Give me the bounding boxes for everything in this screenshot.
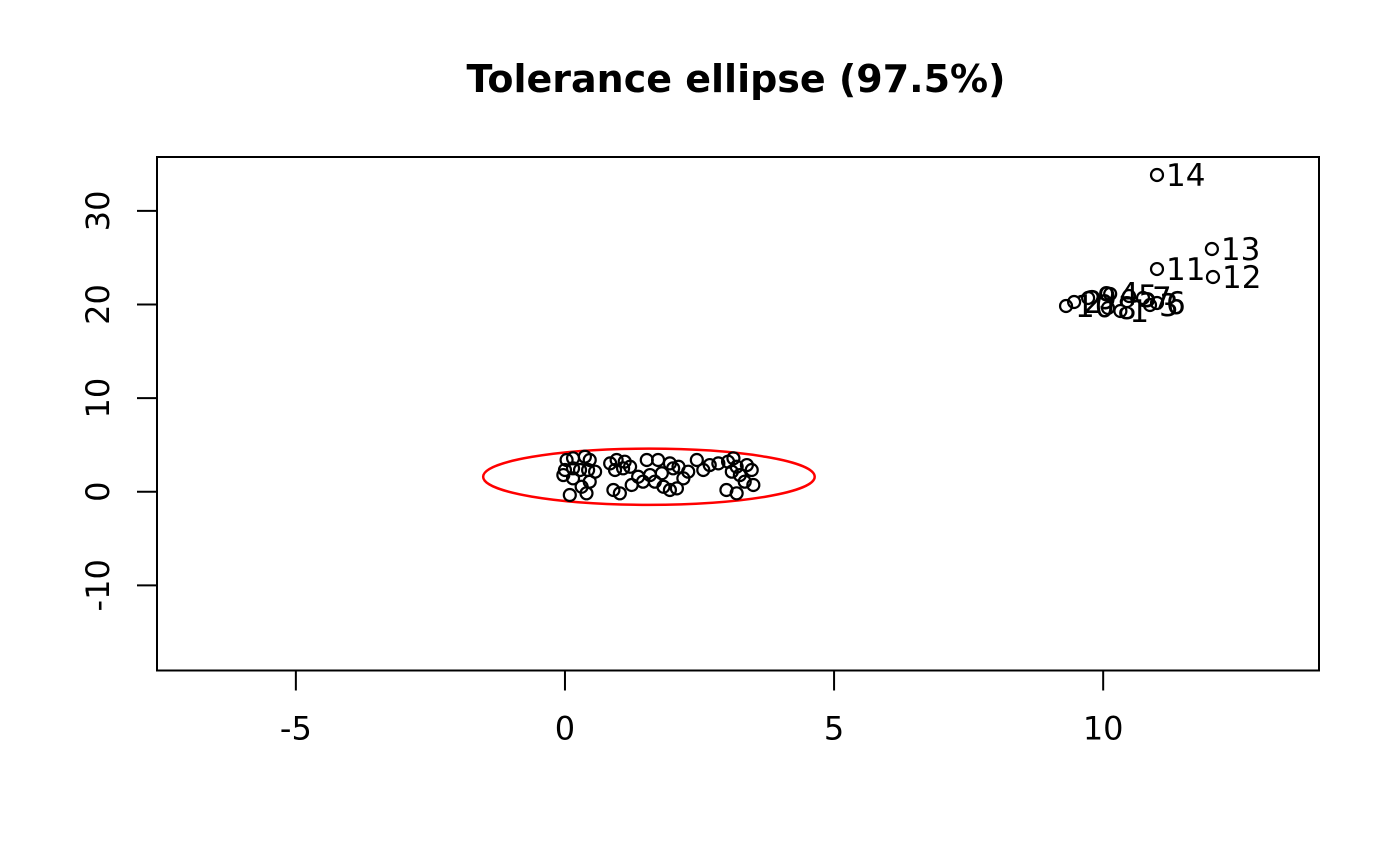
x-tick-label: -5 bbox=[280, 710, 312, 748]
tolerance-ellipse bbox=[481, 447, 816, 507]
axes-layer: -5 0 5 10 -10 0 10 20 30 bbox=[79, 191, 1124, 748]
data-points-layer bbox=[556, 449, 761, 503]
data-point bbox=[724, 464, 739, 479]
outlier-point bbox=[1067, 294, 1082, 310]
outlier-label: 12 bbox=[1222, 260, 1261, 296]
data-point bbox=[669, 481, 685, 496]
data-point bbox=[562, 487, 577, 503]
data-point bbox=[615, 461, 631, 476]
x-tick-label: 0 bbox=[555, 710, 575, 748]
data-point bbox=[662, 482, 678, 498]
x-tick-label: 10 bbox=[1083, 710, 1124, 748]
y-tick-label: 30 bbox=[79, 191, 117, 232]
outlier-label: 6 bbox=[1166, 286, 1186, 322]
plot-title: Tolerance ellipse (97.5%) bbox=[467, 57, 1006, 101]
outlier-label: 13 bbox=[1221, 232, 1260, 268]
data-point bbox=[729, 486, 744, 501]
outlier-point bbox=[1081, 290, 1096, 306]
y-tick-label: 20 bbox=[79, 284, 117, 325]
data-point bbox=[689, 452, 704, 468]
outlier-point bbox=[1058, 298, 1074, 314]
data-point bbox=[702, 457, 717, 473]
outlier-label: 10 bbox=[1075, 289, 1114, 325]
data-point bbox=[681, 464, 696, 479]
data-point bbox=[565, 471, 581, 486]
outlier-label: 7 bbox=[1152, 281, 1172, 317]
outlier-point bbox=[1103, 286, 1118, 302]
outlier-label: 11 bbox=[1166, 252, 1205, 288]
data-point bbox=[746, 477, 761, 493]
data-point bbox=[744, 462, 759, 478]
outlier-point bbox=[1135, 290, 1151, 306]
data-point bbox=[565, 461, 581, 476]
plot-box-border bbox=[156, 156, 1320, 672]
outlier-point bbox=[1204, 241, 1219, 257]
outlier-label: 4 bbox=[1119, 277, 1139, 313]
outlier-point bbox=[1149, 295, 1165, 311]
outlier-point bbox=[1205, 269, 1221, 285]
outlier-point bbox=[1149, 167, 1165, 183]
data-point bbox=[654, 466, 669, 481]
y-tick-label: -10 bbox=[79, 559, 117, 611]
outlier-point bbox=[1149, 261, 1165, 277]
data-point bbox=[726, 451, 741, 466]
data-point bbox=[612, 486, 627, 501]
x-tick-label: 5 bbox=[824, 710, 844, 748]
data-point bbox=[622, 459, 638, 474]
outlier-label: 9 bbox=[1097, 281, 1117, 317]
outlier-label: 14 bbox=[1166, 158, 1205, 194]
outlier-point bbox=[1100, 300, 1116, 316]
data-point bbox=[582, 452, 597, 468]
data-point bbox=[737, 474, 752, 489]
outlier-point bbox=[1121, 288, 1137, 304]
data-point bbox=[582, 474, 597, 489]
y-tick-label: 0 bbox=[79, 482, 117, 502]
data-point bbox=[572, 462, 588, 478]
data-point bbox=[711, 456, 726, 471]
outlier-label: 3 bbox=[1159, 288, 1179, 324]
data-point bbox=[607, 462, 623, 478]
y-tick-label: 10 bbox=[79, 378, 117, 419]
tolerance-ellipse-layer bbox=[481, 447, 816, 507]
outlier-label: 8 bbox=[1117, 291, 1137, 327]
